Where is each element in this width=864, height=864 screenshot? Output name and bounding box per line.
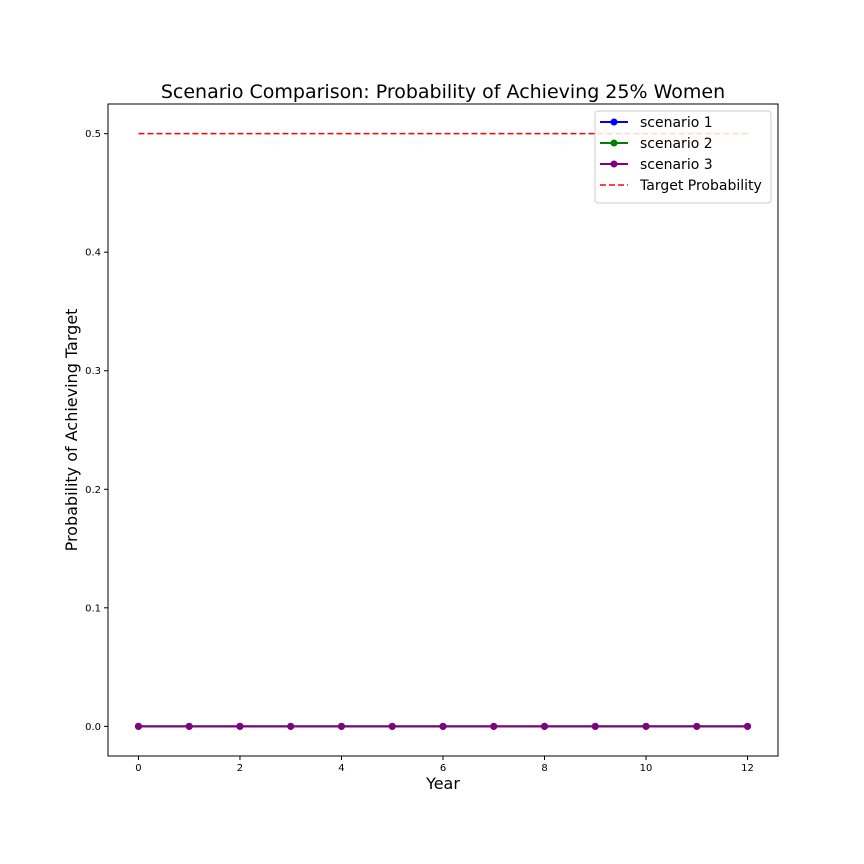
- series-point: [287, 722, 295, 730]
- series-point: [642, 722, 650, 730]
- y-tick-label: 0.0: [85, 722, 101, 733]
- x-tick-label: 8: [541, 763, 547, 774]
- series-point: [236, 722, 244, 730]
- y-tick-label: 0.5: [85, 129, 101, 140]
- x-tick-label: 4: [338, 763, 344, 774]
- series-point: [744, 722, 752, 730]
- x-axis-label: Year: [425, 774, 460, 793]
- x-tick-label: 2: [237, 763, 243, 774]
- series-point: [490, 722, 498, 730]
- x-tick-label: 12: [741, 763, 754, 774]
- x-tick-label: 10: [640, 763, 653, 774]
- series-point: [591, 722, 599, 730]
- series-point: [134, 722, 142, 730]
- legend: scenario 1 scenario 2 scenario 3 Target Pro…: [594, 110, 772, 204]
- legend-swatch-marker: [610, 139, 618, 147]
- legend-box: [594, 110, 772, 204]
- chart-title: Scenario Comparison: Probability of Achi…: [161, 81, 725, 103]
- series-point: [337, 722, 345, 730]
- legend-swatch-marker: [610, 160, 618, 168]
- series-3: [134, 722, 752, 730]
- series-point: [693, 722, 701, 730]
- legend-item: scenario 1: [600, 115, 713, 131]
- y-tick-label: 0.2: [85, 485, 101, 496]
- legend-item: Target Probability: [600, 178, 762, 194]
- legend-swatch-marker: [610, 118, 618, 126]
- x-tick-label: 0: [135, 763, 141, 774]
- legend-item: scenario 2: [600, 136, 713, 152]
- legend-label: scenario 1: [640, 115, 713, 131]
- legend-label: Target Probability: [639, 178, 762, 194]
- series-point: [388, 722, 396, 730]
- plot-area: 0 2 4 6 8 10 12 0.0 0.1 0.2 0.3 0.4 0.5: [85, 103, 779, 774]
- series-point: [439, 722, 447, 730]
- y-tick-label: 0.3: [85, 366, 101, 377]
- legend-label: scenario 3: [640, 157, 713, 173]
- legend-item: scenario 3: [600, 157, 713, 173]
- y-tick-label: 0.1: [85, 603, 101, 614]
- legend-label: scenario 2: [640, 136, 713, 152]
- series-point: [541, 722, 549, 730]
- y-axis-label: Probability of Achieving Target: [62, 309, 81, 552]
- series-point: [185, 722, 193, 730]
- x-tick-label: 6: [440, 763, 446, 774]
- y-tick-label: 0.4: [85, 248, 101, 259]
